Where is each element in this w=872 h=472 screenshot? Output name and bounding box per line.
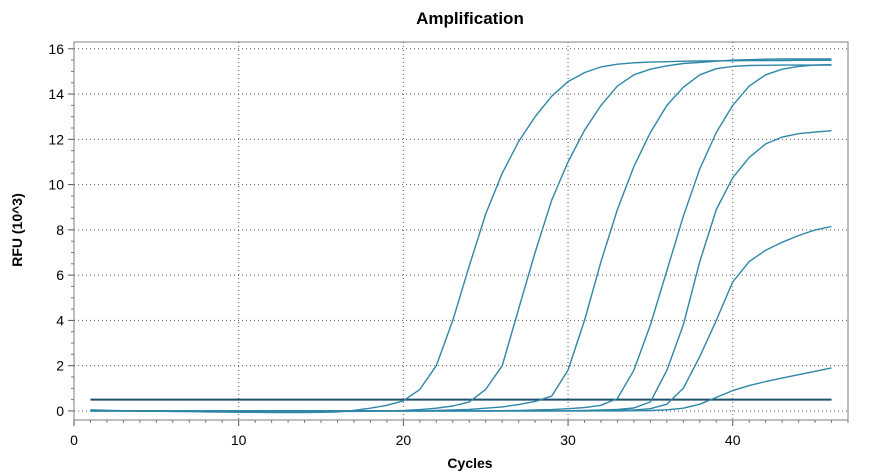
y-axis-label: RFU (10^3) bbox=[9, 193, 25, 267]
y-tick-label: 2 bbox=[56, 358, 64, 374]
plot-frame bbox=[73, 41, 849, 421]
x-tick-label: 20 bbox=[396, 432, 412, 448]
x-tick-label: 10 bbox=[231, 432, 247, 448]
amplification-curve-3 bbox=[90, 64, 832, 412]
x-tick-label: 40 bbox=[725, 432, 741, 448]
chart-title: Amplification bbox=[416, 9, 524, 28]
amplification-curves bbox=[90, 58, 832, 414]
amplification-curve-5 bbox=[90, 130, 832, 412]
amplification-curve-6 bbox=[90, 225, 832, 412]
y-tick-label: 14 bbox=[48, 86, 64, 102]
axis-ticks bbox=[68, 48, 849, 426]
y-tick-label: 16 bbox=[48, 41, 64, 57]
y-tick-label: 0 bbox=[56, 403, 64, 419]
y-tick-label: 10 bbox=[48, 177, 64, 193]
amplification-curve-2 bbox=[90, 58, 832, 413]
gridlines bbox=[74, 42, 848, 420]
x-axis-label: Cycles bbox=[447, 455, 492, 471]
x-tick-label: 30 bbox=[560, 432, 576, 448]
amplification-curve-1 bbox=[90, 59, 832, 414]
y-tick-label: 8 bbox=[56, 222, 64, 238]
amplification-curve-4 bbox=[90, 63, 832, 412]
x-tick-labels: 0 10 20 30 40 bbox=[70, 432, 741, 448]
y-tick-label: 6 bbox=[56, 267, 64, 283]
y-tick-label: 12 bbox=[48, 131, 64, 147]
y-tick-labels: 0 2 4 6 8 10 12 14 16 bbox=[48, 41, 64, 419]
amplification-curve-7 bbox=[90, 367, 832, 412]
y-tick-label: 4 bbox=[56, 312, 64, 328]
x-tick-label: 0 bbox=[70, 432, 78, 448]
